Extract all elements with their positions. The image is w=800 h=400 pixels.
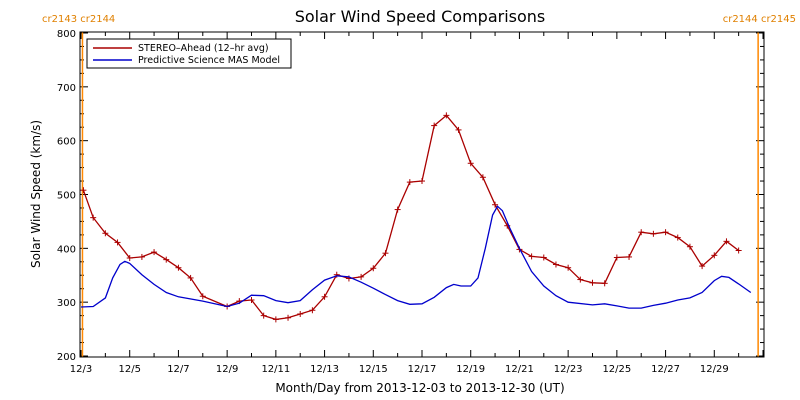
data-point: [163, 256, 170, 263]
x-tick-label: 12/17: [408, 364, 437, 375]
x-tick-label: 12/29: [700, 364, 729, 375]
data-point: [455, 126, 462, 133]
x-tick-label: 12/27: [651, 364, 680, 375]
data-point: [479, 174, 486, 181]
y-tick-label: 200: [57, 352, 76, 363]
y-tick-label: 600: [57, 137, 76, 148]
data-point: [382, 250, 389, 257]
data-point: [285, 314, 292, 321]
data-point: [248, 297, 255, 304]
data-point: [80, 187, 87, 194]
carrington-label: cr2144 cr2145: [723, 14, 796, 25]
chart-title: Solar Wind Speed Comparisons: [295, 7, 546, 26]
data-point: [577, 276, 584, 283]
data-point: [333, 271, 340, 278]
y-tick-label: 400: [57, 244, 76, 255]
data-point: [638, 229, 645, 236]
y-axis-label: Solar Wind Speed (km/s): [29, 120, 43, 268]
x-axis-label: Month/Day from 2013-12-03 to 2013-12-30 …: [275, 381, 564, 395]
axes-layer: 200 300 400 500 600 700 800 12/3 12/5 12/7 12/9 12/…: [42, 14, 796, 375]
data-point: [272, 316, 279, 323]
data-point: [613, 254, 620, 261]
data-point: [175, 264, 182, 271]
data-point: [723, 238, 730, 245]
legend-label-model: Predictive Science MAS Model: [138, 55, 280, 66]
data-point: [151, 249, 158, 256]
y-tick-label: 700: [57, 83, 76, 94]
data-point: [309, 307, 316, 314]
data-point: [626, 253, 633, 260]
data-point: [528, 253, 535, 260]
x-tick-label: 12/21: [505, 364, 534, 375]
data-point: [686, 243, 693, 250]
y-tick-label: 300: [57, 298, 76, 309]
y-tick-label: 800: [57, 29, 76, 40]
data-point: [674, 234, 681, 241]
data-point: [540, 254, 547, 261]
x-tick-label: 12/3: [70, 364, 92, 375]
carrington-label: cr2143 cr2144: [42, 14, 115, 25]
series-layer: [80, 32, 759, 357]
data-point: [552, 261, 559, 268]
data-point: [565, 264, 572, 271]
data-point: [138, 253, 145, 260]
data-point: [406, 179, 413, 186]
legend-label-stereo: STEREO–Ahead (12–hr avg): [138, 43, 269, 54]
data-point: [199, 293, 206, 300]
x-tick-label: 12/25: [602, 364, 631, 375]
data-point: [297, 311, 304, 318]
plot-frame: [79, 31, 765, 358]
data-point: [370, 265, 377, 272]
data-point: [126, 255, 133, 262]
series-line-1: [80, 205, 752, 309]
legend-box: [86, 38, 292, 69]
data-point: [431, 122, 438, 129]
data-point: [394, 206, 401, 213]
x-tick-label: 12/15: [359, 364, 388, 375]
data-point: [187, 274, 194, 281]
x-tick-label: 12/13: [310, 364, 339, 375]
data-point: [492, 201, 499, 208]
data-point: [260, 312, 267, 319]
data-point: [662, 229, 669, 236]
data-point: [321, 293, 328, 300]
data-point: [102, 230, 109, 237]
data-point: [114, 239, 121, 246]
data-point: [699, 263, 706, 270]
data-point: [711, 252, 718, 259]
y-tick-label: 500: [57, 191, 76, 202]
x-tick-label: 12/11: [261, 364, 290, 375]
x-tick-label: 12/7: [167, 364, 189, 375]
data-point: [443, 112, 450, 119]
data-point: [601, 280, 608, 287]
x-tick-label: 12/19: [456, 364, 485, 375]
series-line-0: [82, 114, 739, 321]
x-tick-label: 12/23: [554, 364, 583, 375]
data-point: [589, 279, 596, 286]
data-point: [467, 160, 474, 167]
data-point: [735, 247, 742, 254]
legend: STEREO–Ahead (12–hr avg) Predictive Scie…: [86, 38, 292, 69]
data-point: [650, 230, 657, 237]
data-point: [358, 273, 365, 280]
data-point: [419, 178, 425, 185]
data-point: [90, 214, 97, 221]
x-tick-label: 12/9: [216, 364, 238, 375]
x-tick-label: 12/5: [118, 364, 140, 375]
